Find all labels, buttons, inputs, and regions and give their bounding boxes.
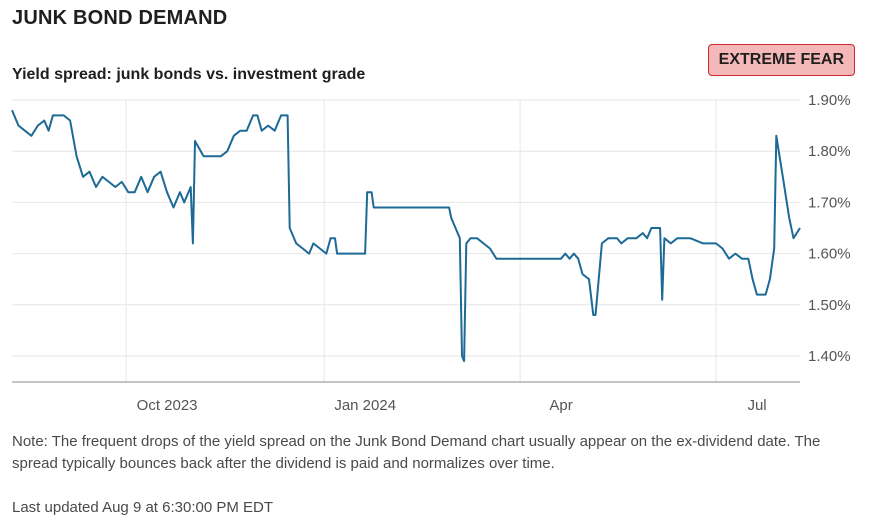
y-tick-label: 1.80% bbox=[808, 143, 851, 160]
tick-layer: 1.40% 1.50% 1.60% 1.70% 1.80% 1.90% Oct 2023 Ja… bbox=[137, 92, 851, 414]
x-tick-label: Jul bbox=[747, 397, 766, 414]
last-updated: Last updated Aug 9 at 6:30:00 PM EDT bbox=[12, 499, 274, 516]
grid-layer bbox=[12, 99, 800, 383]
sentiment-badge: EXTREME FEAR bbox=[707, 44, 855, 76]
y-tick-label: 1.70% bbox=[808, 194, 851, 211]
x-tick-label: Oct 2023 bbox=[137, 397, 198, 414]
line-layer bbox=[11, 109, 801, 363]
x-tick-label: Apr bbox=[549, 397, 572, 414]
series-line bbox=[11, 109, 801, 363]
x-tick-label: Jan 2024 bbox=[334, 397, 396, 414]
yield-spread-chart: 1.40% 1.50% 1.60% 1.70% 1.80% 1.90% Oct 2023 Ja… bbox=[11, 92, 851, 414]
chart-note: Note: The frequent drops of the yield sp… bbox=[12, 433, 821, 472]
page-title: JUNK BOND DEMAND bbox=[12, 7, 228, 29]
y-tick-label: 1.60% bbox=[808, 246, 851, 263]
chart-subtitle: Yield spread: junk bonds vs. investment … bbox=[12, 66, 366, 83]
y-tick-label: 1.40% bbox=[808, 348, 851, 365]
y-tick-label: 1.90% bbox=[808, 92, 851, 109]
y-tick-label: 1.50% bbox=[808, 297, 851, 314]
